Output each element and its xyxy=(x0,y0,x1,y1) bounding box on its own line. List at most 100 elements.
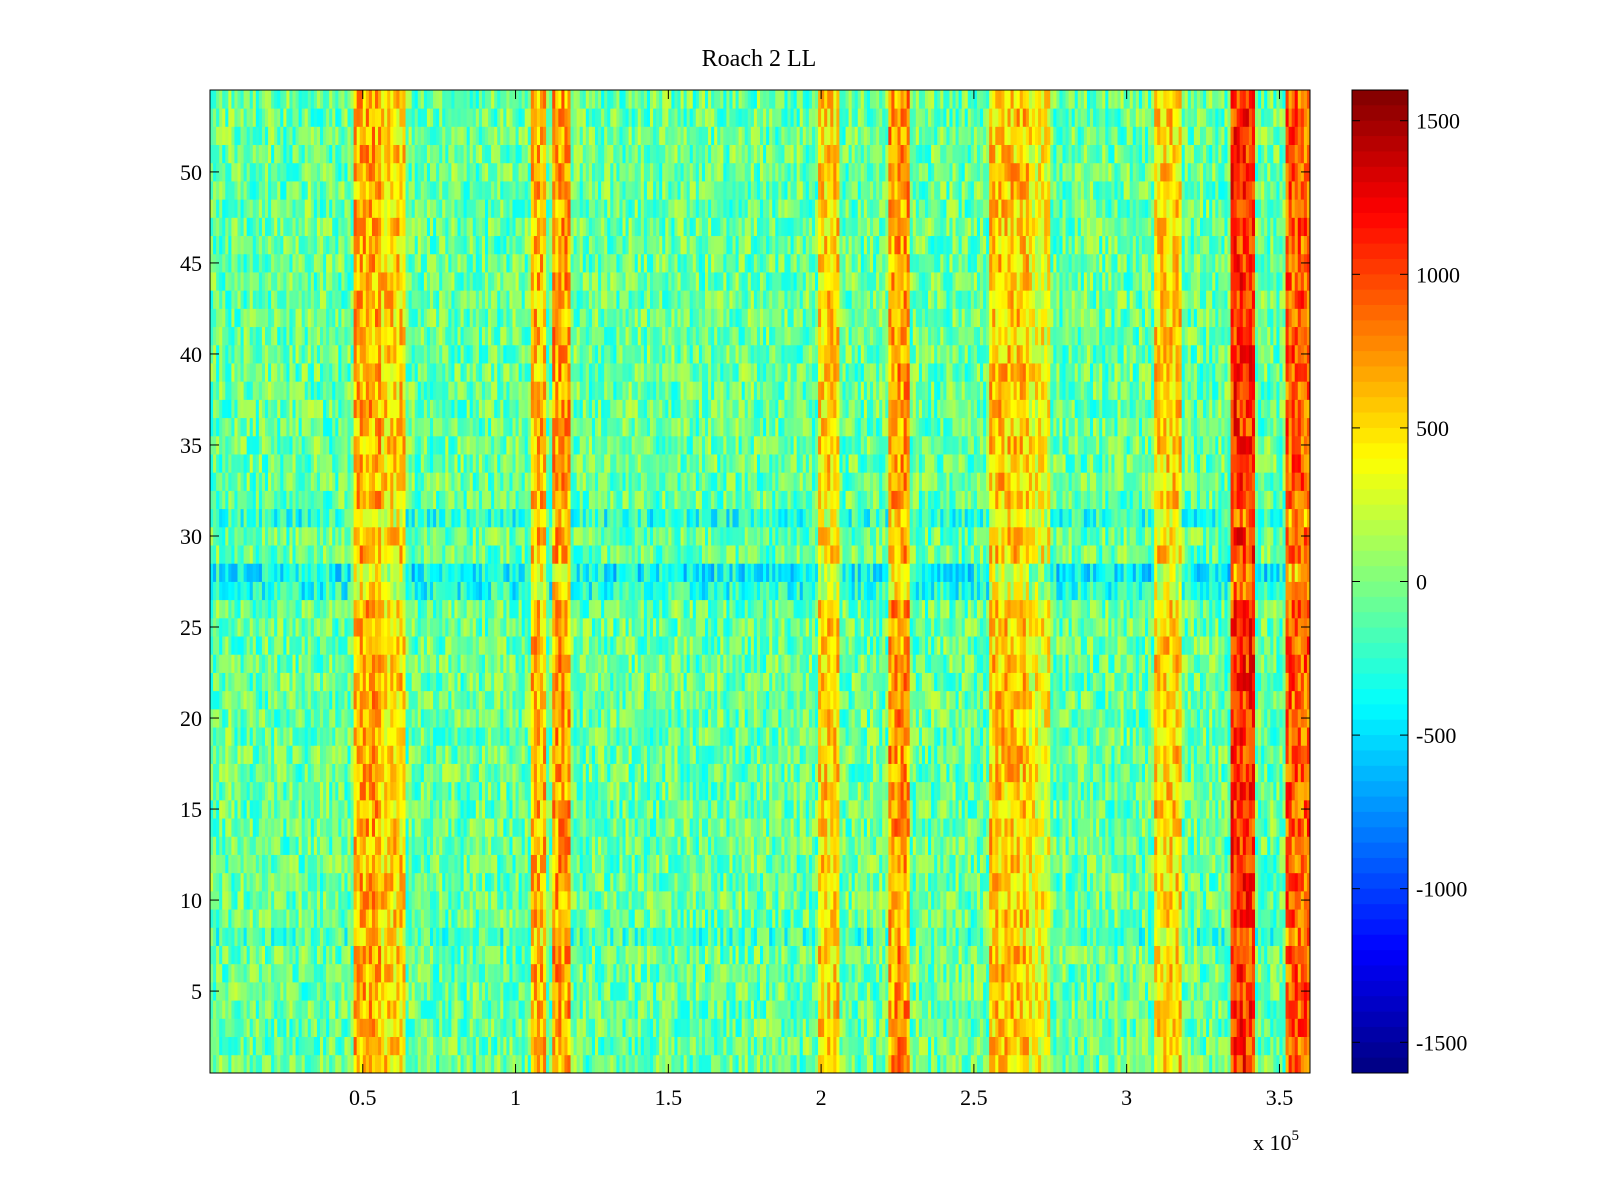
heatmap-cell xyxy=(610,982,613,1001)
heatmap-cell xyxy=(329,1037,332,1056)
heatmap-cell xyxy=(986,982,989,1001)
heatmap-cell xyxy=(1295,873,1298,892)
heatmap-cell xyxy=(1148,982,1151,1001)
heatmap-cell xyxy=(412,1018,415,1037)
heatmap-cell xyxy=(809,1000,812,1019)
heatmap-cell xyxy=(1053,836,1056,855)
heatmap-cell xyxy=(723,946,726,965)
heatmap-cell xyxy=(1004,982,1007,1001)
heatmap-cell xyxy=(873,982,876,1001)
heatmap-cell xyxy=(280,1018,283,1037)
heatmap-cell xyxy=(418,891,421,910)
heatmap-cell xyxy=(1008,1018,1011,1037)
heatmap-cell xyxy=(742,1000,745,1019)
heatmap-cell xyxy=(1011,909,1014,928)
heatmap-cell xyxy=(1252,873,1255,892)
heatmap-cell xyxy=(1301,964,1304,983)
heatmap-cell xyxy=(1215,1037,1218,1056)
heatmap-cell xyxy=(363,1037,366,1056)
heatmap-cell xyxy=(1108,1000,1111,1019)
heatmap-cell xyxy=(222,927,225,946)
heatmap-cell xyxy=(552,982,555,1001)
heatmap-cell xyxy=(733,964,736,983)
heatmap-cell xyxy=(1133,1055,1136,1074)
heatmap-cell xyxy=(244,927,247,946)
heatmap-cell xyxy=(494,946,497,965)
heatmap-cell xyxy=(601,1037,604,1056)
heatmap-cell xyxy=(491,1055,494,1074)
heatmap-cell xyxy=(723,891,726,910)
heatmap-cell xyxy=(571,891,574,910)
heatmap-cell xyxy=(977,982,980,1001)
heatmap-cell xyxy=(1041,1055,1044,1074)
heatmap-cell xyxy=(974,855,977,874)
heatmap-cell xyxy=(992,855,995,874)
heatmap-cell xyxy=(1035,891,1038,910)
heatmap-cell xyxy=(1044,982,1047,1001)
heatmap-cell xyxy=(418,836,421,855)
heatmap-cell xyxy=(265,873,268,892)
heatmap-cell xyxy=(705,836,708,855)
heatmap-cell xyxy=(296,1000,299,1019)
heatmap-cell xyxy=(329,964,332,983)
heatmap-cell xyxy=(839,1018,842,1037)
heatmap-cell xyxy=(403,982,406,1001)
heatmap-cell xyxy=(995,964,998,983)
heatmap-cell xyxy=(852,1018,855,1037)
heatmap-cell xyxy=(1298,836,1301,855)
heatmap-cell xyxy=(757,818,760,837)
heatmap-cell xyxy=(445,1055,448,1074)
heatmap-cell xyxy=(1289,909,1292,928)
heatmap-cell xyxy=(274,891,277,910)
heatmap-cell xyxy=(898,1000,901,1019)
heatmap-cell xyxy=(766,1018,769,1037)
heatmap-cell xyxy=(1255,1018,1258,1037)
heatmap-cell xyxy=(513,836,516,855)
heatmap-cell xyxy=(974,873,977,892)
heatmap-cell xyxy=(992,1018,995,1037)
heatmap-cell xyxy=(1020,873,1023,892)
heatmap-cell xyxy=(1069,946,1072,965)
heatmap-cell xyxy=(305,873,308,892)
heatmap-cell xyxy=(271,964,274,983)
heatmap-cell xyxy=(681,836,684,855)
heatmap-cell xyxy=(1099,982,1102,1001)
heatmap-cell xyxy=(705,891,708,910)
heatmap-cell xyxy=(320,1037,323,1056)
heatmap-cell xyxy=(940,982,943,1001)
heatmap-cell xyxy=(513,1000,516,1019)
heatmap-cell xyxy=(430,1018,433,1037)
heatmap-cell xyxy=(989,818,992,837)
heatmap-cell xyxy=(736,891,739,910)
heatmap-cell xyxy=(962,982,965,1001)
heatmap-cell xyxy=(458,873,461,892)
heatmap-cell xyxy=(265,982,268,1001)
heatmap-cell xyxy=(632,1000,635,1019)
heatmap-cell xyxy=(253,909,256,928)
heatmap-cell xyxy=(497,1055,500,1074)
heatmap-cell xyxy=(210,927,213,946)
heatmap-cell xyxy=(879,891,882,910)
heatmap-cell xyxy=(1081,982,1084,1001)
heatmap-cell xyxy=(1127,1037,1130,1056)
heatmap-cell xyxy=(513,964,516,983)
heatmap-cell xyxy=(873,964,876,983)
heatmap-cell xyxy=(338,1037,341,1056)
heatmap-cell xyxy=(687,1018,690,1037)
heatmap-cell xyxy=(867,1055,870,1074)
heatmap-cell xyxy=(1148,818,1151,837)
heatmap-cell xyxy=(1124,1018,1127,1037)
heatmap-cell xyxy=(1298,1055,1301,1074)
heatmap-cell xyxy=(830,1055,833,1074)
heatmap-cell xyxy=(647,927,650,946)
heatmap-cell xyxy=(479,909,482,928)
heatmap-cell xyxy=(293,1037,296,1056)
heatmap-cell xyxy=(1179,1037,1182,1056)
heatmap-cell xyxy=(684,891,687,910)
heatmap-cell xyxy=(360,855,363,874)
heatmap-cell xyxy=(500,964,503,983)
heatmap-cell xyxy=(1001,891,1004,910)
heatmap-cell xyxy=(766,891,769,910)
heatmap-cell xyxy=(934,891,937,910)
heatmap-cell xyxy=(977,836,980,855)
